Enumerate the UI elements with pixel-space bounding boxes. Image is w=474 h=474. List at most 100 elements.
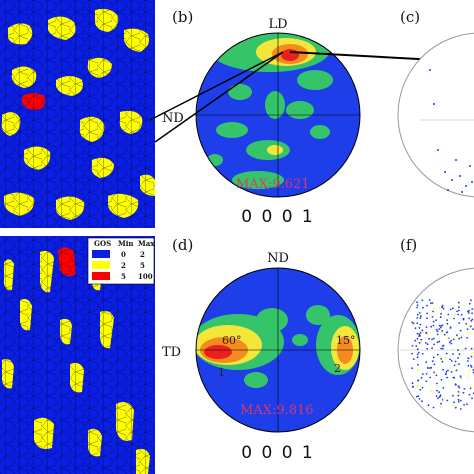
scatter-point: [441, 304, 444, 307]
scatter-point: [436, 341, 439, 344]
scatter-point: [442, 386, 445, 389]
legend-min-0: 0: [121, 250, 126, 259]
scatter-point: [457, 357, 459, 359]
scatter-point: [420, 376, 423, 379]
scatter-point: [428, 337, 430, 340]
scatter-point: [422, 373, 424, 375]
scatter-point: [456, 310, 458, 313]
scatter-point: [416, 313, 419, 316]
scatter-point: [444, 357, 446, 359]
pole-figure-d: [195, 267, 361, 433]
gos-legend: GOS Min Max 0 2 2 5 5 100: [87, 237, 155, 285]
scatter-point: [431, 360, 434, 363]
axis-top-b: LD: [268, 17, 287, 32]
scatter-point: [432, 356, 435, 359]
contour-label-1: 1: [218, 366, 225, 379]
panel-label-c: (c): [400, 8, 420, 26]
scatter-point: [435, 319, 437, 322]
scatter-point: [424, 342, 427, 344]
scatter-point: [449, 327, 452, 329]
scatter-point: [457, 301, 460, 304]
scatter-point: [449, 358, 451, 361]
scatter-point: [425, 380, 428, 383]
scatter-point: [436, 333, 439, 336]
scatter-point: [463, 404, 465, 406]
scatter-point: [431, 347, 433, 350]
scatter-point: [425, 326, 428, 328]
scatter-point: [431, 302, 434, 304]
scatter-point: [457, 391, 460, 393]
scatter-point: [446, 322, 449, 325]
scatter-point: [471, 318, 474, 321]
scatter-point: [416, 317, 419, 319]
scatter-point: [421, 299, 424, 302]
scatter-point: [435, 395, 438, 398]
scatter-point: [447, 313, 450, 316]
scatter-point: [411, 321, 414, 324]
scatter-point: [419, 379, 421, 381]
scatter-point: [414, 339, 417, 342]
scatter-point: [416, 301, 418, 304]
scatter-point: [452, 394, 454, 397]
legend-max-1: 5: [140, 261, 145, 270]
scatter-point: [417, 369, 419, 371]
panel-label-f: (f): [400, 236, 417, 254]
pole-figure-c: [397, 32, 474, 198]
scatter-point: [457, 398, 460, 401]
scatter-point: [433, 307, 436, 310]
scatter-point: [416, 353, 419, 356]
scatter-point: [457, 349, 459, 352]
index-label-d: 0 0 0 1: [241, 443, 314, 463]
scatter-point: [420, 315, 422, 318]
scatter-point: [453, 378, 455, 381]
scatter-point: [432, 406, 435, 409]
scatter-point: [447, 336, 449, 339]
scatter-point: [428, 299, 431, 301]
scatter-point: [443, 333, 446, 336]
scatter-point: [453, 370, 456, 373]
scatter-point: [445, 370, 448, 373]
scatter-point: [466, 328, 469, 330]
scatter-point: [466, 337, 468, 339]
scatter-point: [435, 374, 438, 377]
scatter-point: [436, 330, 439, 333]
scatter-point: [459, 399, 462, 402]
scatter-point: [460, 313, 463, 316]
scatter-point: [430, 302, 432, 305]
scatter-point: [442, 368, 444, 371]
scatter-point: [439, 316, 442, 319]
scatter-point: [426, 333, 429, 336]
contour-label-15: 15°: [336, 334, 356, 347]
scatter-point: [418, 327, 421, 329]
scatter-point: [426, 347, 428, 350]
scatter-point: [432, 310, 434, 313]
scatter-point: [446, 319, 448, 321]
scatter-point: [417, 351, 420, 354]
scatter-point: [436, 353, 439, 356]
scatter-point: [458, 363, 460, 365]
scatter-point: [471, 397, 473, 400]
scatter-point: [412, 386, 414, 388]
scatter-point: [422, 331, 425, 334]
scatter-point: [468, 309, 470, 312]
scatter-point: [458, 386, 461, 389]
scatter-point: [439, 355, 442, 358]
max-label-d: MAX:9.816: [240, 403, 314, 418]
legend-swatch-high: [92, 272, 110, 280]
scatter-point: [416, 395, 418, 398]
scatter-point: [452, 338, 455, 341]
scatter-point: [453, 317, 455, 320]
scatter-point: [452, 376, 455, 379]
scatter-point: [416, 348, 419, 351]
scatter-point: [470, 355, 473, 358]
scatter-point: [416, 337, 419, 340]
scatter-point: [412, 322, 415, 325]
scatter-point: [460, 377, 462, 380]
scatter-point: [430, 325, 433, 328]
scatter-point: [420, 338, 423, 341]
scatter-point: [462, 318, 465, 321]
scatter-point: [459, 329, 462, 332]
scatter-point: [459, 408, 462, 410]
scatter-point: [418, 398, 421, 400]
axis-left-d: TD: [162, 345, 181, 360]
